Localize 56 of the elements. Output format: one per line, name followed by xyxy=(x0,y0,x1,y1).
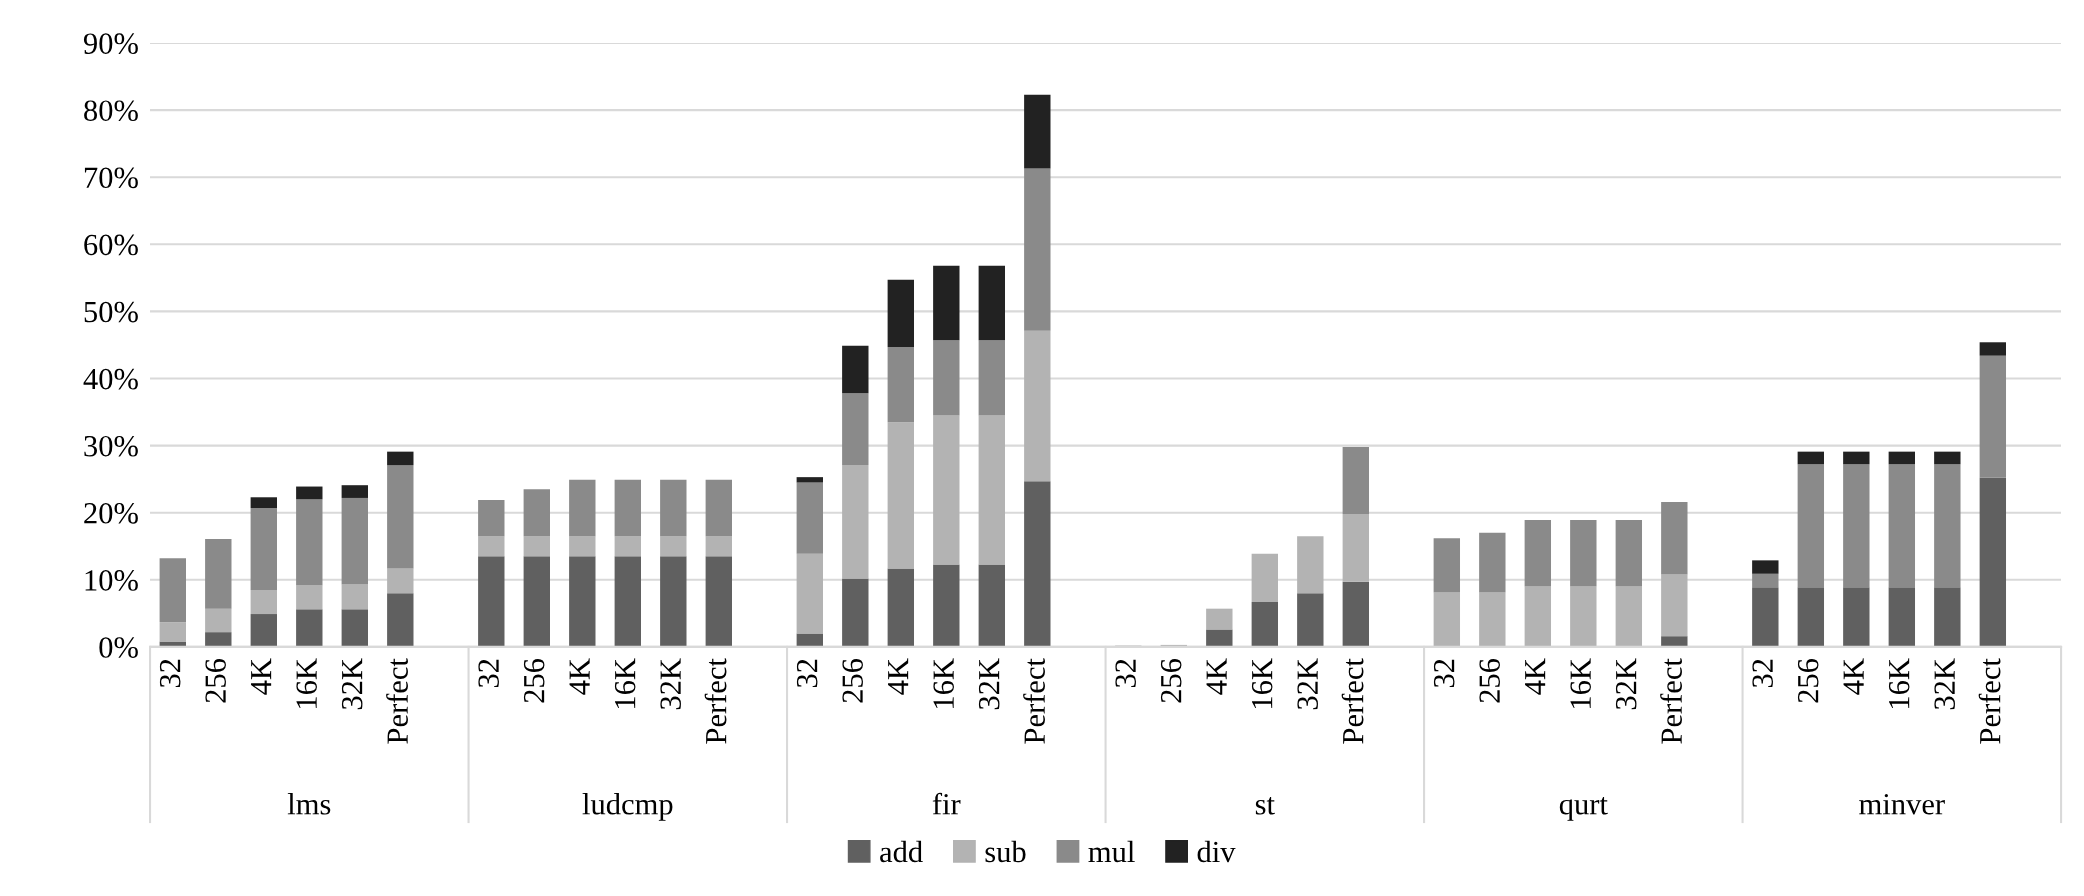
x-tick-label: 32 xyxy=(1115,659,1136,688)
x-tick-label: 256 xyxy=(205,658,226,703)
x-tick-label: Perfect xyxy=(1978,658,2001,744)
x-tick-label: 16K xyxy=(933,658,954,708)
x-tick-label: Perfect xyxy=(1341,658,1364,744)
legend-label: div xyxy=(1197,840,1236,863)
x-tick-label: 32 xyxy=(478,659,499,688)
y-tick-label: 0% xyxy=(99,637,138,658)
x-tick-label: Perfect xyxy=(1023,658,1045,744)
y-tick-label: 90% xyxy=(83,33,138,55)
y-tick-label: 20% xyxy=(84,502,138,524)
text: minver xyxy=(1859,794,1945,815)
text: lms xyxy=(287,793,331,815)
x-tick-label: Perfect xyxy=(386,658,408,744)
x-tick-label: 32 xyxy=(796,659,818,688)
x-tick-label: 32K xyxy=(341,658,363,710)
x-tick-label: 32K xyxy=(1934,658,1955,710)
x-tick-label: 256 xyxy=(1797,658,1819,703)
x-tick-label: 32 xyxy=(1752,659,1773,688)
legend-label: add xyxy=(880,840,923,863)
text: qurt xyxy=(1559,797,1608,821)
legend-label: sub xyxy=(985,840,1026,863)
y-tick-label: 30% xyxy=(84,435,138,457)
x-tick-label: 256 xyxy=(523,658,545,703)
x-tick-label: 32K xyxy=(660,658,681,710)
x-tick-label: 32 xyxy=(1433,659,1455,688)
y-tick-label: 10% xyxy=(85,570,138,591)
x-tick-label: 32 xyxy=(159,659,181,688)
text: ludcmp xyxy=(582,793,673,821)
x-tick-label: 4K xyxy=(888,658,909,695)
text: fir xyxy=(932,792,961,815)
x-tick-label: 16K xyxy=(1251,658,1273,708)
y-tick-label: 40% xyxy=(83,368,138,390)
x-tick-label: 4K xyxy=(1843,658,1864,695)
y-tick-label: 80% xyxy=(84,100,138,122)
x-tick-label: 16K xyxy=(1888,658,1910,708)
text: st xyxy=(1255,797,1275,815)
x-tick-label: 4K xyxy=(251,658,272,695)
x-tick-label: 4K xyxy=(569,658,590,695)
x-tick-label: Perfect xyxy=(704,658,727,744)
x-tick-label: 256 xyxy=(842,658,863,703)
x-tick-label: 32K xyxy=(1297,658,1318,710)
legend-label: mul xyxy=(1088,840,1135,863)
x-tick-label: 32K xyxy=(978,658,1000,710)
y-tick-label: 60% xyxy=(84,234,138,256)
x-tick-label: 4K xyxy=(1525,658,1546,695)
x-tick-label: 32K xyxy=(1615,658,1637,710)
y-tick-label: 50% xyxy=(84,301,138,323)
x-tick-label: 256 xyxy=(1479,658,1500,703)
x-tick-label: 16K xyxy=(1570,658,1591,708)
x-tick-label: 16K xyxy=(296,658,317,708)
x-tick-label: Perfect xyxy=(1660,658,1682,744)
x-tick-label: 16K xyxy=(614,658,636,708)
x-tick-label: 4K xyxy=(1206,658,1227,695)
x-tick-label: 256 xyxy=(1160,658,1182,703)
y-tick-label: 70% xyxy=(84,167,138,189)
